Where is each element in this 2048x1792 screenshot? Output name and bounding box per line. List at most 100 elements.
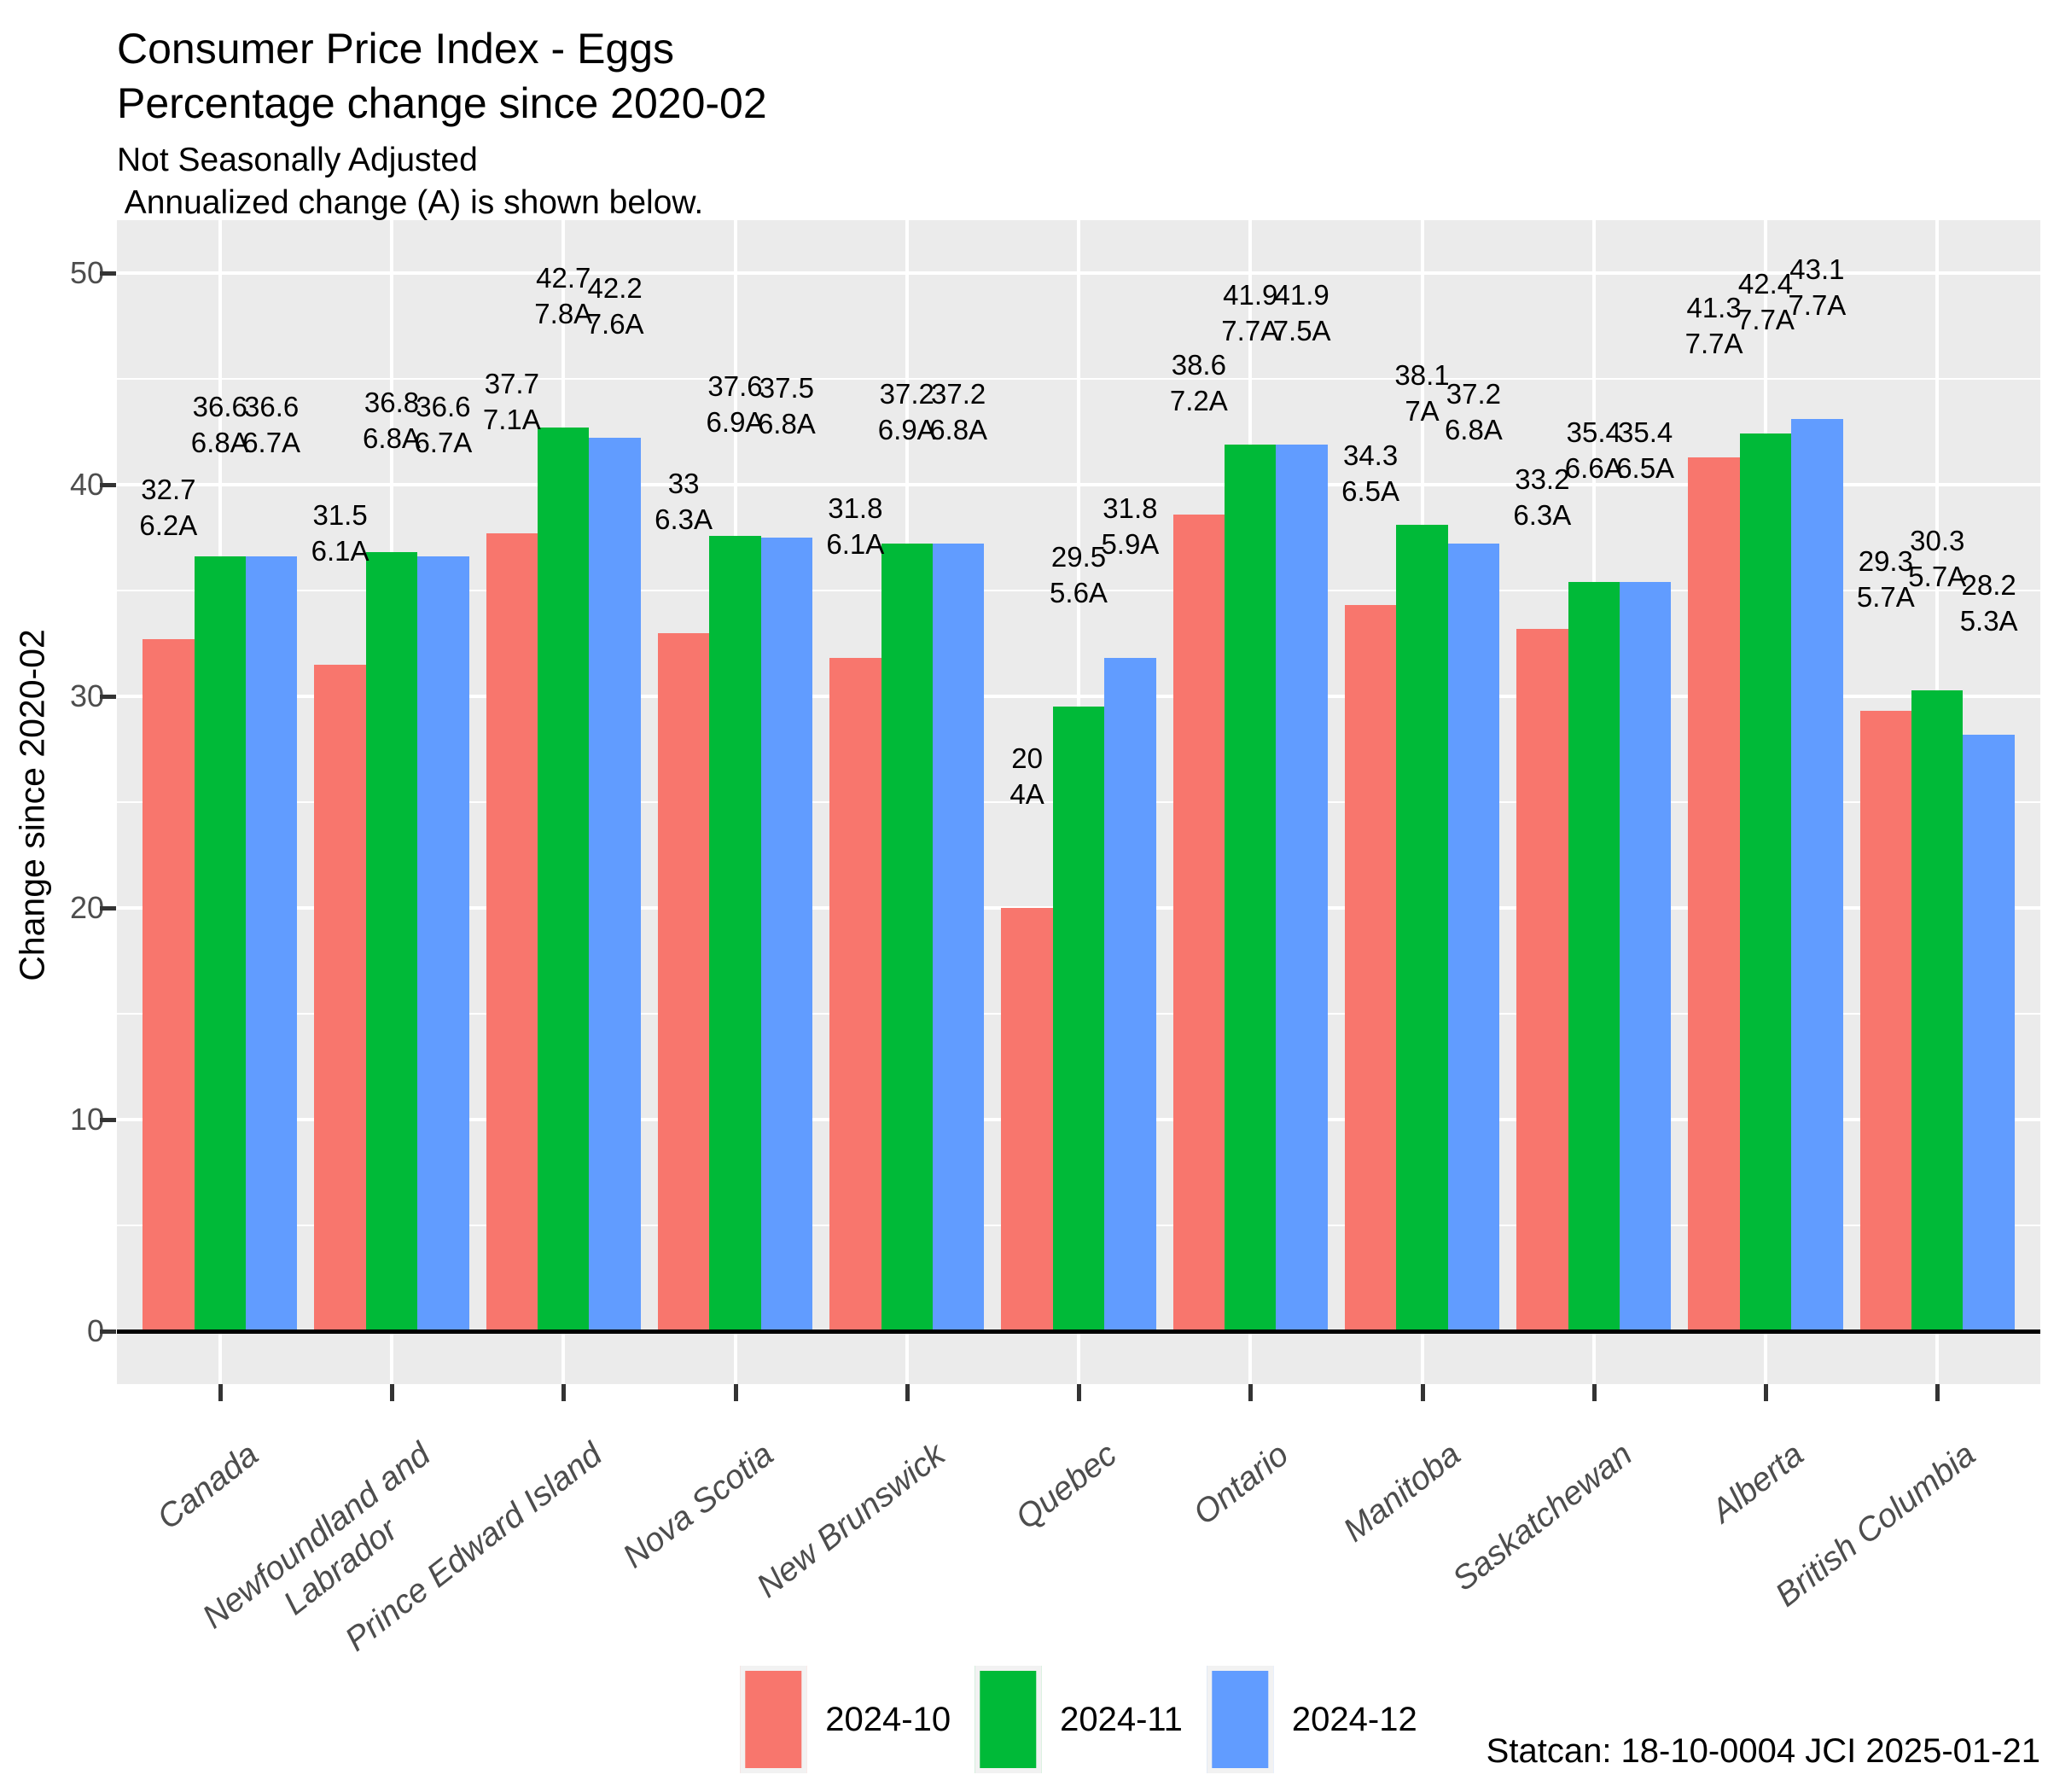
bar-label-2024-11-alberta: 42.4 7.7A (1737, 268, 1795, 336)
bar-label-2024-10-ontario: 38.6 7.2A (1169, 348, 1228, 416)
y-tick-label-20: 20 (69, 890, 104, 925)
legend-item-label: 2024-12 (1291, 1700, 1417, 1738)
x-tick-label-new-brunswick: New Brunswick (750, 1435, 952, 1605)
x-tick-mark (1248, 1384, 1254, 1401)
bar-label-2024-12-british-columbia: 28.2 5.3A (1959, 568, 2018, 637)
x-tick-label-alberta: Alberta (1705, 1435, 1812, 1530)
bar-2024-10-nova-scotia (657, 632, 710, 1331)
bar-2024-11-quebec (1052, 707, 1105, 1331)
bar-2024-11-newfoundland-and-labrador (365, 552, 418, 1331)
legend-key-swatch (975, 1666, 1042, 1773)
x-tick-label-nova-scotia: Nova Scotia (616, 1435, 781, 1576)
bar-2024-11-nova-scotia (709, 535, 761, 1331)
y-axis-title: Change since 2020-02 (12, 629, 52, 981)
bar-label-2024-12-prince-edward-island: 42.2 7.6A (585, 272, 644, 340)
y-tick-mark (100, 695, 116, 699)
bar-label-2024-10-british-columbia: 29.3 5.7A (1856, 545, 1915, 614)
y-tick-label-10: 10 (69, 1102, 104, 1137)
bar-label-2024-10-canada: 32.7 6.2A (139, 474, 198, 542)
bar-2024-11-saskatchewan (1568, 582, 1620, 1331)
bar-2024-12-nova-scotia (760, 538, 813, 1331)
legend-item-2024-11: 2024-11 (975, 1666, 1183, 1773)
bar-label-2024-11-ontario: 41.9 7.7A (1221, 278, 1280, 346)
y-tick-mark (100, 483, 116, 487)
legend-item-2024-12: 2024-12 (1206, 1666, 1417, 1773)
legend: 2024-10 2024-11 2024-12 (740, 1666, 1417, 1773)
bar-label-2024-12-new-brunswick: 37.2 6.8A (929, 378, 988, 446)
bar-label-2024-11-nova-scotia: 37.6 6.9A (706, 369, 765, 438)
x-tick-mark (1591, 1384, 1597, 1401)
bar-label-2024-11-saskatchewan: 35.4 6.6A (1564, 416, 1623, 485)
x-tick-label-quebec: Quebec (1009, 1435, 1125, 1537)
legend-item-label: 2024-11 (1060, 1700, 1183, 1738)
bar-label-2024-12-quebec: 31.8 5.9A (1101, 492, 1160, 561)
bar-2024-11-manitoba (1396, 525, 1448, 1331)
bar-label-2024-12-alberta: 43.1 7.7A (1788, 253, 1847, 322)
bar-label-2024-12-saskatchewan: 35.4 6.5A (1616, 416, 1675, 485)
y-tick-mark (100, 271, 116, 276)
bar-2024-10-quebec (1001, 908, 1053, 1331)
bar-2024-10-newfoundland-and-labrador (314, 664, 366, 1331)
bar-label-2024-11-quebec: 29.5 5.6A (1050, 541, 1108, 609)
x-tick-mark (390, 1384, 394, 1401)
bar-2024-11-alberta (1739, 433, 1792, 1331)
legend-key-swatch (740, 1666, 807, 1773)
bar-label-2024-12-nova-scotia: 37.5 6.8A (757, 372, 816, 439)
bar-2024-11-ontario (1225, 444, 1277, 1331)
legend-key-swatch (1206, 1666, 1273, 1773)
x-tick-label-manitoba: Manitoba (1336, 1435, 1468, 1550)
x-tick-label-saskatchewan: Saskatchewan (1446, 1435, 1639, 1598)
bar-2024-10-alberta (1688, 457, 1740, 1331)
bar-2024-11-new-brunswick (881, 544, 933, 1331)
legend-item-label: 2024-10 (825, 1700, 951, 1738)
bar-label-2024-12-ontario: 41.9 7.5A (1272, 278, 1331, 346)
bar-label-2024-12-newfoundland-and-labrador: 36.6 6.7A (414, 391, 473, 459)
bar-2024-12-saskatchewan (1619, 582, 1672, 1331)
bar-2024-12-ontario (1276, 444, 1328, 1331)
bar-2024-10-new-brunswick (829, 658, 881, 1331)
bar-2024-10-ontario (1172, 514, 1225, 1331)
y-tick-label-40: 40 (69, 467, 104, 502)
bar-2024-12-british-columbia (1963, 734, 2015, 1331)
bar-2024-10-prince-edward-island (486, 533, 538, 1331)
bar-label-2024-11-manitoba: 38.1 7A (1394, 359, 1450, 428)
y-tick-mark (100, 906, 116, 911)
bar-label-2024-11-new-brunswick: 37.2 6.9A (877, 378, 936, 446)
x-tick-mark (905, 1384, 910, 1401)
plot-panel: 32.7 6.2A 31.5 6.1A 37.7 7.1A 33 6.3A 31.8 6… (117, 220, 2040, 1384)
chart-subtitle-line1: Not Seasonally Adjusted (117, 142, 478, 178)
x-tick-mark (1764, 1384, 1768, 1401)
bar-label-2024-10-newfoundland-and-labrador: 31.5 6.1A (311, 498, 369, 567)
bar-2024-12-prince-edward-island (589, 438, 641, 1331)
bar-label-2024-10-alberta: 41.3 7.7A (1684, 291, 1743, 359)
bar-label-2024-10-nova-scotia: 33 6.3A (655, 467, 713, 535)
bar-label-2024-10-prince-edward-island: 37.7 7.1A (482, 368, 541, 436)
x-tick-mark (733, 1384, 738, 1401)
zero-axis-line (117, 1329, 2040, 1334)
bar-label-2024-12-manitoba: 37.2 6.8A (1444, 378, 1503, 446)
bar-label-2024-11-prince-edward-island: 42.7 7.8A (534, 262, 593, 330)
bar-2024-11-canada (194, 556, 246, 1331)
bar-2024-11-prince-edward-island (538, 428, 590, 1331)
x-tick-label-ontario: Ontario (1187, 1435, 1296, 1533)
legend-item-2024-10: 2024-10 (740, 1666, 951, 1773)
bar-label-2024-10-new-brunswick: 31.8 6.1A (826, 492, 885, 561)
y-tick-label-30: 30 (69, 678, 104, 713)
x-tick-mark (561, 1384, 567, 1401)
bar-2024-12-manitoba (1447, 544, 1500, 1331)
chart-title-line2: Percentage change since 2020-02 (117, 79, 767, 127)
chart-title-line1: Consumer Price Index - Eggs (117, 25, 675, 73)
bar-2024-10-manitoba (1344, 605, 1397, 1331)
x-tick-mark (1935, 1384, 1940, 1401)
bar-2024-10-british-columbia (1859, 711, 1912, 1331)
bar-label-2024-11-newfoundland-and-labrador: 36.8 6.8A (363, 387, 421, 455)
y-tick-mark (100, 1118, 116, 1122)
chart-subtitle-line2: Annualized change (A) is shown below. (117, 184, 704, 221)
x-tick-label-canada: Canada (150, 1435, 265, 1537)
caption: Statcan: 18-10-0004 JCI 2025-01-21 (1486, 1732, 2040, 1770)
bar-label-2024-12-canada: 36.6 6.7A (242, 391, 301, 459)
bar-2024-12-quebec (1104, 658, 1156, 1331)
bar-2024-10-saskatchewan (1516, 628, 1568, 1331)
y-tick-mark (100, 1329, 116, 1334)
